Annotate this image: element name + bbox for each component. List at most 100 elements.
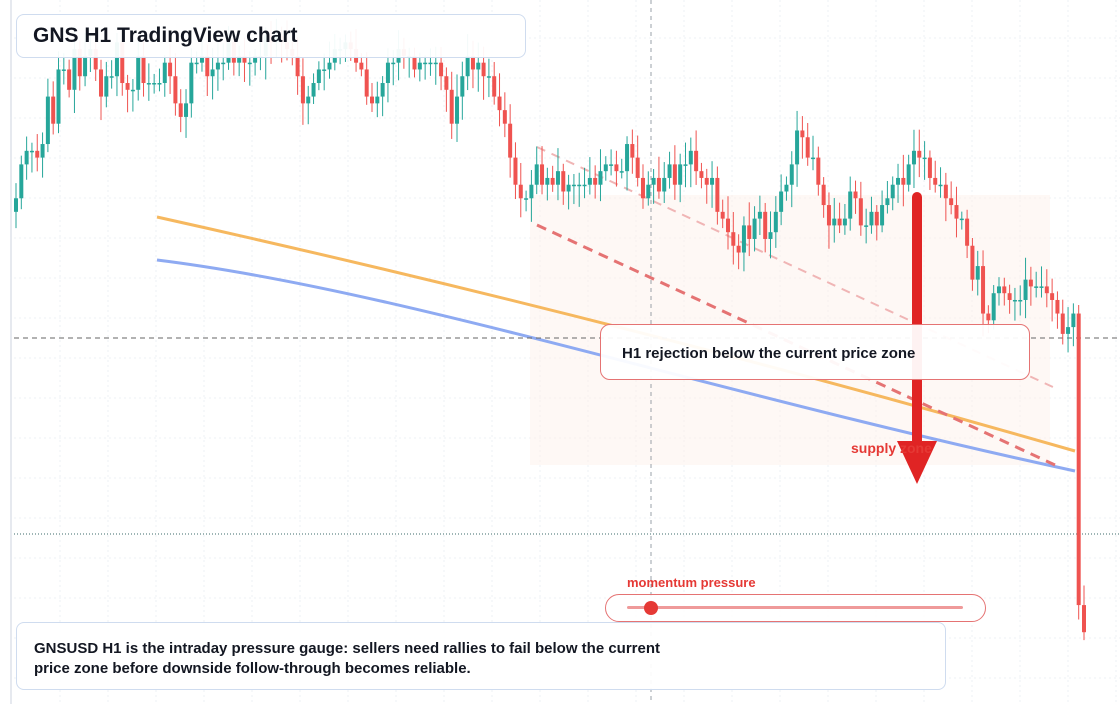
note-line-1: GNSUSD H1 is the intraday pressure gauge…	[34, 640, 661, 657]
candle-body	[1076, 313, 1081, 606]
candle-body	[199, 55, 204, 63]
momentum-gauge[interactable]	[605, 594, 986, 622]
candle-body	[210, 69, 215, 77]
candle-body	[433, 62, 438, 65]
candle-body	[237, 55, 242, 63]
candle-body	[205, 55, 210, 77]
candle-body	[630, 144, 635, 158]
momentum-label: momentum pressure	[627, 575, 756, 590]
candle-body	[508, 123, 513, 158]
candle-body	[943, 184, 948, 199]
candle-body	[545, 177, 550, 185]
candle-body	[311, 83, 316, 97]
candle-body	[83, 55, 88, 77]
candle-body	[428, 62, 433, 65]
candle-body	[370, 96, 374, 104]
candle-body	[380, 83, 385, 97]
candle-body	[795, 130, 800, 165]
candle-body	[14, 198, 18, 212]
candle-body	[694, 150, 699, 172]
candle-body	[67, 69, 72, 90]
candle-body	[598, 171, 603, 185]
candle-body	[826, 205, 831, 226]
candle-body	[789, 164, 794, 185]
candle-body	[922, 157, 927, 160]
candle-body	[582, 184, 587, 187]
candle-body	[603, 164, 608, 172]
candle-body	[842, 218, 847, 226]
candle-body	[465, 55, 470, 77]
candle-body	[19, 164, 24, 199]
candle-body	[476, 62, 481, 70]
candle-body	[917, 150, 922, 158]
candle-body	[726, 218, 730, 233]
candle-body	[1082, 605, 1086, 633]
candle-body	[896, 177, 901, 185]
candle-body	[417, 62, 422, 70]
momentum-track	[627, 606, 963, 609]
candle-body	[327, 62, 332, 70]
candle-body	[672, 164, 677, 185]
candle-body	[247, 62, 252, 65]
candle-body	[864, 225, 869, 227]
candle-body	[911, 150, 916, 165]
momentum-knob[interactable]	[643, 601, 658, 615]
zone-annotation: H1 rejection below the current price zon…	[600, 324, 1030, 380]
candle-body	[811, 157, 816, 160]
candle-body	[524, 198, 529, 200]
candle-body	[901, 177, 906, 185]
candle-body	[619, 171, 624, 173]
candle-body	[1071, 313, 1076, 328]
candle-body	[635, 157, 640, 178]
candle-body	[874, 211, 879, 226]
candle-body	[35, 150, 40, 158]
candle-body	[136, 55, 141, 90]
candle-body	[566, 184, 571, 192]
candle-body	[1023, 279, 1028, 300]
candle-body	[1039, 286, 1044, 288]
candle-body	[141, 55, 146, 84]
candle-body	[800, 130, 805, 138]
candle-body	[194, 62, 199, 65]
candle-body	[242, 55, 247, 63]
candle-body	[1044, 286, 1049, 294]
candle-body	[688, 150, 693, 165]
candle-body	[805, 137, 810, 158]
note-line-2: price zone before downside follow-throug…	[34, 660, 471, 677]
candle-body	[1060, 313, 1065, 334]
candle-body	[470, 55, 475, 70]
candle-body	[146, 83, 151, 85]
candle-body	[449, 89, 454, 124]
chart-title: GNS H1 TradingView chart	[33, 24, 298, 47]
candle-body	[927, 157, 932, 178]
candle-body	[683, 164, 688, 166]
candle-body	[587, 177, 592, 185]
candle-body	[51, 96, 56, 124]
candle-body	[45, 96, 50, 145]
candle-body	[152, 83, 157, 85]
candle-body	[56, 69, 61, 124]
candle-body	[640, 177, 645, 199]
candle-body	[518, 184, 523, 199]
candle-body	[534, 164, 539, 185]
candle-body	[885, 198, 890, 206]
candle-body	[189, 62, 194, 104]
candle-body	[184, 103, 189, 117]
candle-body	[959, 218, 964, 221]
note-card: GNSUSD H1 is the intraday pressure gauge…	[16, 622, 946, 690]
candle-body	[157, 83, 162, 85]
candle-body	[93, 49, 98, 70]
candle-body	[981, 266, 986, 314]
candle-body	[715, 177, 720, 212]
candle-body	[933, 177, 938, 185]
candle-body	[858, 198, 863, 226]
candle-body	[29, 150, 34, 153]
candle-body	[364, 69, 369, 97]
candle-body	[1050, 293, 1055, 300]
candle-body	[412, 55, 417, 70]
supply-zone-label: supply zone	[851, 440, 932, 456]
candle-body	[768, 232, 773, 239]
candle-body	[986, 313, 991, 321]
candle-body	[970, 245, 975, 280]
candle-body	[853, 191, 858, 199]
